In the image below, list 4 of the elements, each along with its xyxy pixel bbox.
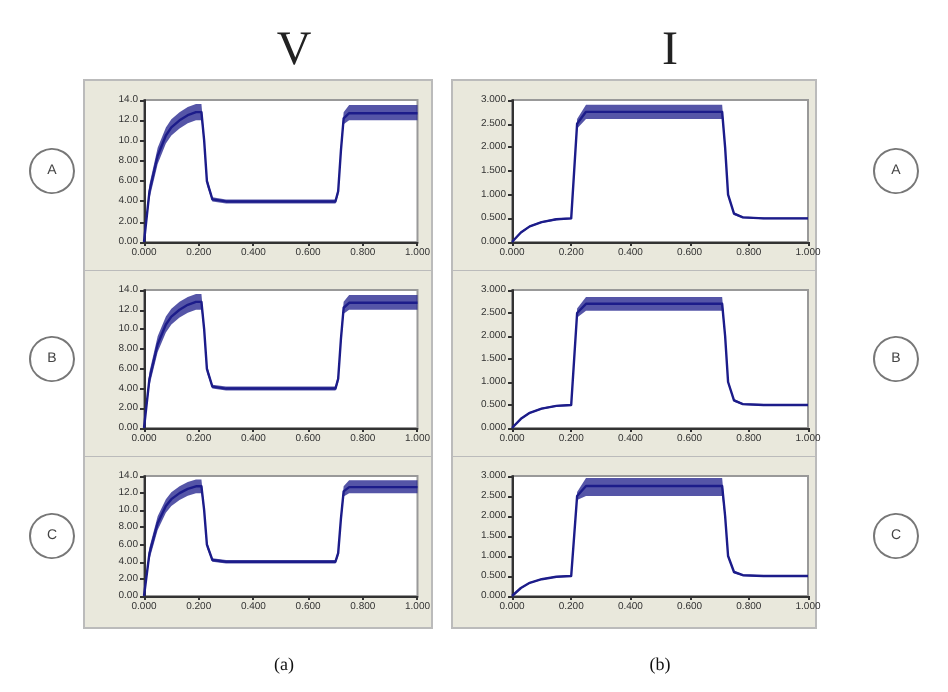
text: (b) xyxy=(649,654,671,674)
chart-title: I xyxy=(662,24,678,76)
text: (a) xyxy=(274,654,294,674)
chart-title: V xyxy=(276,24,313,76)
